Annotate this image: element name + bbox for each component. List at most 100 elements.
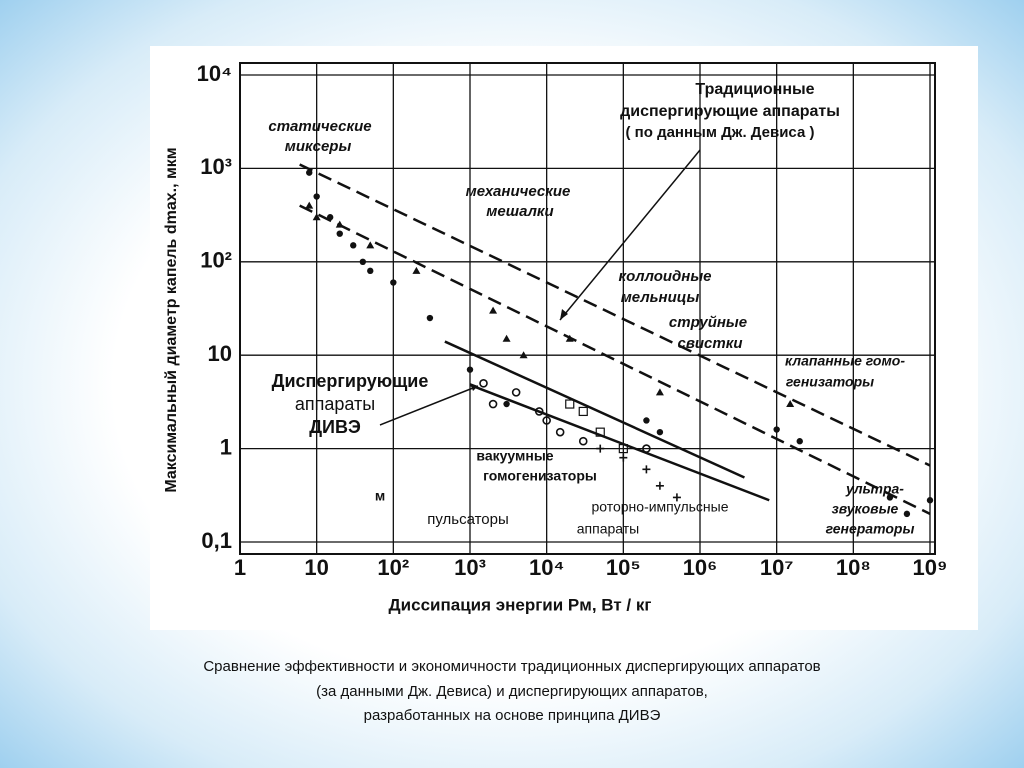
point: [412, 266, 421, 274]
point: [903, 510, 911, 518]
boundary-line: [444, 340, 745, 479]
point: [335, 220, 344, 228]
annotation: клапанные гомо-: [785, 353, 905, 369]
annotation: свистки: [677, 335, 742, 352]
x-tick-label: 10: [304, 555, 328, 580]
annotation: звуковые: [832, 501, 899, 517]
boundary-line: [299, 204, 931, 516]
point: [565, 334, 574, 342]
annotation: статические: [268, 118, 371, 135]
point: [519, 351, 528, 359]
x-axis-label: Диссипация энергии Pм, Вт / кг: [389, 595, 652, 614]
point: [534, 407, 544, 416]
caption: (за данными Дж. Девиса) и диспергирующих…: [316, 683, 708, 700]
y-tick-label: 0,1: [201, 528, 232, 553]
point: [502, 334, 511, 342]
point: [366, 241, 375, 249]
annotation: мельницы: [621, 289, 700, 306]
caption: разработанных на основе принципа ДИВЭ: [364, 707, 661, 724]
point: [305, 201, 314, 209]
point: [656, 428, 664, 436]
point: [773, 426, 780, 433]
annotation: диспергирующие аппараты: [620, 103, 840, 120]
annotation: ДИВЭ: [309, 417, 361, 437]
annotation: вакуумные: [476, 448, 553, 464]
point: [489, 306, 498, 314]
point: [313, 193, 320, 200]
point: [595, 427, 605, 437]
annotation: ( по данным Дж. Девиса ): [626, 124, 815, 141]
x-tick-label: 10²: [377, 555, 409, 580]
point: [655, 388, 664, 396]
arrow: [559, 149, 701, 321]
x-tick-label: 10⁷: [760, 555, 794, 580]
point: [312, 213, 321, 221]
point: [619, 453, 628, 462]
annotation: Традиционные: [695, 81, 814, 98]
x-tick-label: 10⁵: [606, 555, 641, 580]
point: [466, 366, 474, 373]
point: [542, 416, 551, 425]
point: [886, 494, 894, 501]
y-tick-label: 10: [208, 341, 232, 366]
annotation: аппараты: [295, 394, 375, 414]
point: [672, 493, 681, 502]
point: [326, 214, 334, 221]
annotation: пульсаторы: [427, 511, 509, 528]
point: [796, 438, 803, 445]
point: [350, 242, 357, 249]
point: [578, 406, 588, 417]
point: [786, 400, 795, 408]
annotation: струйные: [669, 314, 747, 331]
annotation: Диспергирующие: [272, 371, 429, 391]
point: [306, 169, 313, 176]
annotation: генизаторы: [786, 374, 874, 390]
annotation: ультра-: [845, 481, 904, 497]
annotation: гомогенизаторы: [483, 468, 597, 484]
point: [336, 230, 343, 237]
y-tick-label: 1: [220, 434, 232, 459]
arrow: [379, 385, 479, 426]
point: [642, 465, 651, 474]
point: [479, 379, 488, 388]
annotation: м: [375, 488, 385, 504]
point: [503, 400, 510, 408]
point: [655, 481, 664, 490]
chart-panel: [150, 46, 978, 630]
annotation: коллоидные: [618, 268, 711, 285]
annotation: мешалки: [486, 203, 553, 220]
x-tick-label: 10⁴: [529, 555, 564, 580]
point: [578, 436, 588, 446]
point: [511, 388, 521, 397]
x-tick-label: 10⁹: [913, 555, 948, 580]
point: [642, 444, 651, 453]
x-tick-label: 1: [234, 555, 246, 580]
point: [565, 399, 575, 409]
point: [926, 497, 934, 504]
point: [367, 267, 374, 275]
y-axis-label: Максимальный диаметр капель dmax., мкм: [163, 147, 180, 492]
point: [596, 444, 605, 453]
annotation: аппараты: [577, 521, 639, 537]
caption: Сравнение эффективности и экономичности …: [203, 658, 820, 675]
x-tick-label: 10⁶: [683, 555, 718, 580]
y-tick-label: 10²: [200, 248, 232, 273]
y-tick-label: 10⁴: [197, 61, 232, 86]
arrow-head: [560, 309, 568, 320]
point: [488, 399, 498, 409]
annotation: механические: [466, 183, 571, 200]
annotation: миксеры: [285, 138, 352, 155]
point: [555, 427, 565, 437]
annotation: роторно-импульсные: [591, 499, 728, 515]
annotation: генераторы: [826, 521, 915, 537]
point: [618, 444, 628, 454]
x-tick-label: 10³: [454, 555, 486, 580]
point: [390, 279, 397, 286]
boundary-line: [299, 163, 931, 467]
x-tick-label: 10⁸: [836, 555, 871, 580]
plot-frame: [239, 62, 936, 555]
point: [426, 314, 434, 322]
point: [643, 417, 650, 424]
